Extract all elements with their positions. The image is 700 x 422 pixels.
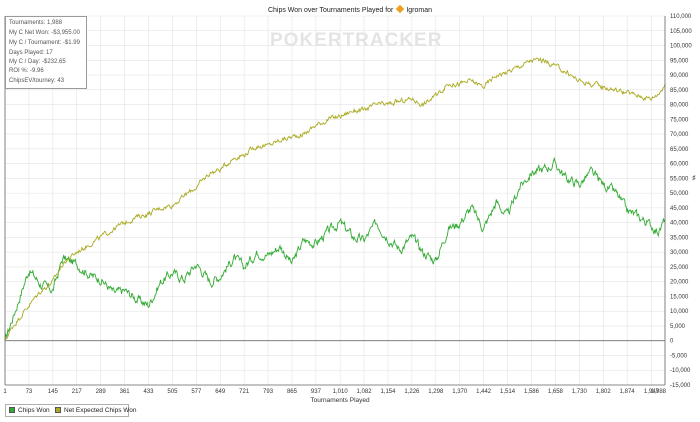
stat-chipsev: ChipsEV/tourney: 43 [9, 78, 65, 84]
y-tick-label: 45,000 [670, 206, 689, 212]
x-tick-label: 1,442 [476, 389, 492, 395]
y-tick-label: -15,000 [670, 383, 691, 389]
stat-net-won: My C Net Won: -$3,955.00 [9, 30, 80, 36]
x-tick-label: 73 [26, 389, 33, 395]
x-tick-label: 1,370 [452, 389, 468, 395]
diamond-player-icon [396, 4, 405, 14]
legend-item-net-expected[interactable]: Net Expected Chips Won [55, 407, 137, 414]
x-tick-label: 1,010 [333, 389, 349, 395]
x-tick-label: 1,082 [357, 389, 373, 395]
legend-label-chips-won: Chips Won [18, 407, 50, 414]
watermark-logo: POKERTRACKER [270, 30, 443, 51]
x-tick-label: 1,802 [596, 389, 612, 395]
legend-swatch-net-expected [55, 407, 61, 413]
x-tick-label: 217 [72, 389, 83, 395]
x-tick-label: 433 [143, 389, 154, 395]
chart-title-prefix: Chips Won over Tournaments Played for [267, 7, 394, 14]
x-tick-label: 793 [263, 389, 274, 395]
legend-swatch-chips-won [9, 407, 15, 413]
x-tick-label: 721 [239, 389, 250, 395]
grid-lines [4, 15, 666, 386]
y-tick-label: 10,000 [670, 309, 689, 315]
stats-box: Tournaments: 1,988 My C Net Won: -$3,955… [5, 16, 87, 89]
series-lines [4, 57, 666, 341]
x-tick-label: 1,586 [524, 389, 540, 395]
series-line-chips-won [4, 156, 666, 341]
x-tick-label: 1,658 [548, 389, 564, 395]
stat-roi: ROI %: -9.96 [9, 68, 44, 74]
x-tick-label: 1,874 [620, 389, 636, 395]
chart-title: Chips Won over Tournaments Played for Ig… [0, 4, 700, 14]
y-tick-label: 5,000 [670, 324, 686, 330]
x-tick-label: 1,730 [572, 389, 588, 395]
y-tick-label: 60,000 [670, 162, 689, 168]
chart-title-player[interactable]: Igroman [406, 7, 433, 14]
legend-item-chips-won[interactable]: Chips Won [9, 407, 50, 414]
x-tick-label: 649 [215, 389, 226, 395]
y-tick-label: 75,000 [670, 117, 689, 123]
x-tick-label: 145 [48, 389, 59, 395]
legend-label-net-expected: Net Expected Chips Won [64, 407, 137, 414]
series-line-net-expected [4, 57, 666, 341]
x-axis-title: Tournaments Played [310, 397, 370, 404]
y-tick-label: 25,000 [670, 265, 689, 271]
y-tick-label: 90,000 [670, 73, 689, 79]
x-tick-label: 1,226 [404, 389, 420, 395]
legend: Chips Won Net Expected Chips Won [5, 404, 137, 417]
axes [4, 16, 666, 386]
y-tick-label: 80,000 [670, 103, 689, 109]
y-tick-label: 0 [670, 339, 674, 345]
stat-per-tournament: My C / Tournament: -$1.99 [9, 40, 80, 46]
y-axis-unit-icon: ♯ [692, 175, 696, 182]
x-tick-label: 1,154 [380, 389, 396, 395]
y-tick-label: 105,000 [670, 29, 692, 35]
x-tick-label: 505 [167, 389, 178, 395]
y-tick-label: 100,000 [670, 44, 692, 50]
x-tick-label: 1 [3, 389, 7, 395]
y-tick-label: 20,000 [670, 280, 689, 286]
y-tick-label: -10,000 [670, 368, 691, 374]
y-tick-label: 30,000 [670, 250, 689, 256]
y-tick-labels: -15,000 -10,000 -5,000 0 5,000 10,000 15,000 20… [670, 14, 692, 389]
y-tick-label: 55,000 [670, 176, 689, 182]
y-tick-label: -5,000 [670, 353, 688, 359]
x-tick-label: 289 [96, 389, 107, 395]
y-tick-label: 40,000 [670, 221, 689, 227]
stat-per-day: My C / Day: -$232.65 [9, 59, 66, 65]
x-tick-label: 1,298 [428, 389, 444, 395]
stat-tournaments: Tournaments: 1,988 [9, 20, 63, 26]
y-tick-label: 35,000 [670, 235, 689, 241]
y-tick-label: 110,000 [670, 14, 692, 20]
y-tick-label: 50,000 [670, 191, 689, 197]
y-tick-label: 85,000 [670, 88, 689, 94]
y-tick-label: 65,000 [670, 147, 689, 153]
y-tick-label: 70,000 [670, 132, 689, 138]
x-tick-label: 937 [311, 389, 322, 395]
x-tick-label: 577 [191, 389, 202, 395]
x-tick-label: 361 [120, 389, 131, 395]
x-tick-label: 1,947 [644, 389, 660, 395]
y-tick-label: 95,000 [670, 58, 689, 64]
y-tick-label: 15,000 [670, 294, 689, 300]
x-tick-label: 1,514 [500, 389, 516, 395]
x-tick-label: 865 [287, 389, 298, 395]
x-tick-labels: 1 73 145 217 289 361 433 505 577 649 721 793 865 937 1… [3, 389, 666, 395]
x-tick-label: 1,988 [651, 389, 667, 395]
stat-days-played: Days Played: 17 [9, 50, 53, 56]
